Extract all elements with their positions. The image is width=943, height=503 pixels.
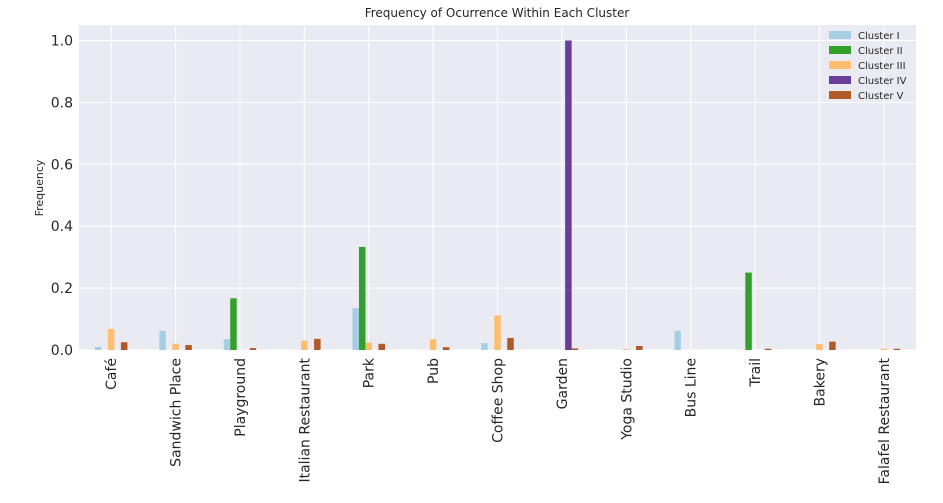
x-tick-label: Café bbox=[104, 358, 120, 390]
legend-label: Cluster I bbox=[858, 31, 900, 42]
bar-cluster-iii-coffee-shop bbox=[494, 315, 501, 350]
y-tick-label: 0.2 bbox=[51, 281, 73, 297]
bar-cluster-iii-pub bbox=[429, 339, 437, 350]
bar-cluster-v-coffee-shop bbox=[507, 337, 514, 350]
bar-cluster-ii-park bbox=[358, 246, 366, 350]
bar-cluster-v-garden bbox=[571, 348, 579, 350]
bar-cluster-v-trail bbox=[764, 348, 772, 350]
bar-cluster-v-park bbox=[378, 343, 385, 350]
legend-swatch bbox=[829, 91, 851, 99]
bar-cluster-i-playground bbox=[223, 339, 231, 350]
bars bbox=[94, 40, 901, 350]
x-tick-label: Yoga Studio bbox=[619, 358, 635, 441]
bar-cluster-v-italian-restaurant bbox=[314, 338, 321, 350]
bar-cluster-i-park bbox=[352, 308, 359, 350]
grid-lines bbox=[79, 25, 916, 351]
bar-cluster-iii-café bbox=[107, 328, 115, 350]
bar-cluster-i-café bbox=[94, 346, 102, 350]
legend-label: Cluster IV bbox=[858, 76, 907, 87]
x-tick-label: Coffee Shop bbox=[491, 358, 507, 443]
x-tick-label: Bus Line bbox=[684, 358, 700, 417]
bar-cluster-iii-bakery bbox=[816, 344, 823, 350]
bar-cluster-v-pub bbox=[442, 347, 450, 350]
legend-label: Cluster V bbox=[858, 91, 904, 102]
bar-cluster-v-café bbox=[120, 342, 128, 350]
legend-swatch bbox=[829, 46, 851, 54]
bar-cluster-v-falafel-restaurant bbox=[893, 348, 901, 350]
bar-cluster-v-bakery bbox=[829, 341, 836, 350]
y-tick-label: 0.4 bbox=[51, 219, 73, 235]
chart-title: Frequency of Ocurrence Within Each Clust… bbox=[365, 6, 630, 20]
legend-swatch bbox=[829, 31, 851, 39]
x-tick-label: Bakery bbox=[812, 358, 828, 406]
y-tick-label: 0.6 bbox=[51, 157, 73, 173]
bar-cluster-i-coffee-shop bbox=[481, 343, 488, 350]
bar-cluster-ii-playground bbox=[230, 298, 237, 350]
x-tick-label: Garden bbox=[555, 358, 571, 409]
x-tick-label: Park bbox=[362, 357, 378, 388]
bar-cluster-iii-falafel-restaurant bbox=[880, 348, 888, 350]
bar-cluster-iii-yoga-studio bbox=[623, 349, 630, 350]
y-axis-ticks: 0.0 0.2 0.4 0.6 0.8 1.0 bbox=[51, 33, 73, 359]
bar-cluster-ii-trail bbox=[745, 272, 752, 350]
legend-swatch bbox=[829, 61, 851, 69]
bar-cluster-v-sandwich-place bbox=[185, 345, 192, 350]
x-tick-label: Sandwich Place bbox=[169, 358, 185, 467]
bar-cluster-i-bus-line bbox=[674, 330, 681, 350]
bar-cluster-i-sandwich-place bbox=[159, 330, 166, 350]
legend-label: Cluster II bbox=[858, 46, 903, 57]
legend-swatch bbox=[829, 76, 851, 84]
y-axis-label: Frequency bbox=[33, 159, 46, 216]
legend-label: Cluster III bbox=[858, 61, 906, 72]
x-tick-label: Playground bbox=[233, 358, 249, 437]
legend: Cluster I Cluster II Cluster III Cluster IV… bbox=[829, 31, 907, 102]
bar-cluster-iii-park bbox=[365, 342, 372, 350]
bar-cluster-iii-italian-restaurant bbox=[301, 340, 308, 350]
bar-cluster-iv-garden bbox=[565, 40, 572, 350]
bar-cluster-v-playground bbox=[249, 348, 257, 350]
y-tick-label: 0.0 bbox=[51, 343, 73, 359]
x-axis-ticks: Café Sandwich Place Playground Italian Rest… bbox=[104, 357, 893, 484]
y-tick-label: 0.8 bbox=[51, 95, 73, 111]
y-tick-label: 1.0 bbox=[51, 33, 73, 49]
x-tick-label: Falafel Restaurant bbox=[877, 357, 893, 484]
x-tick-label: Trail bbox=[748, 358, 764, 388]
bar-cluster-iii-sandwich-place bbox=[172, 343, 179, 350]
bar-cluster-v-yoga-studio bbox=[636, 345, 643, 350]
x-tick-label: Pub bbox=[426, 358, 442, 384]
x-tick-label: Italian Restaurant bbox=[297, 357, 313, 482]
